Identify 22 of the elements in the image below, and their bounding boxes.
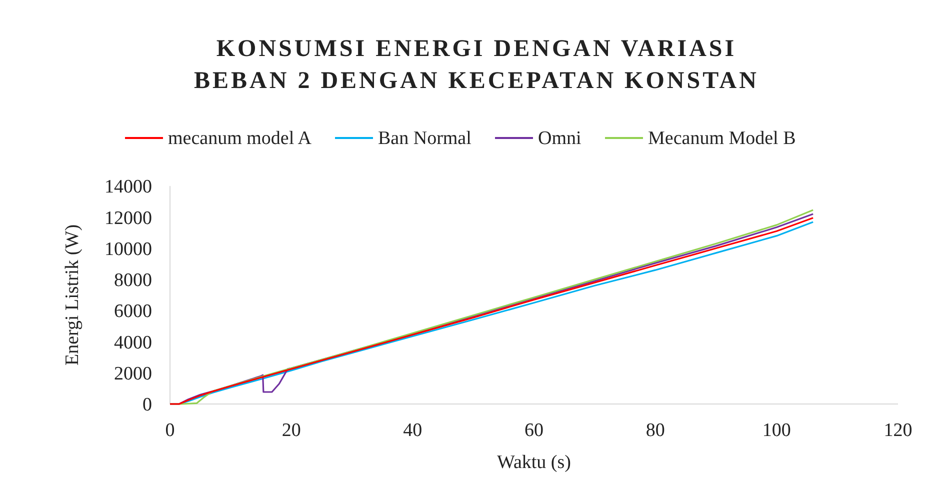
y-tick-label: 12000 <box>104 208 152 229</box>
x-tick-label: 60 <box>524 420 544 441</box>
legend-label: Mecanum Model B <box>648 128 796 149</box>
y-tick-label: 0 <box>142 394 152 416</box>
legend-label: mecanum model A <box>168 128 312 149</box>
y-tick-label: 6000 <box>114 301 152 322</box>
y-tick-label: 4000 <box>114 332 152 354</box>
chart-title: KONSUMSI ENERGI DENGAN VARIASI BEBAN 2 DENGAN KECEPATAN KONSTAN <box>194 36 759 94</box>
x-tick-label: 80 <box>646 420 665 441</box>
legend-label: Omni <box>538 128 582 149</box>
y-tick-label: 2000 <box>114 364 152 385</box>
x-tick-label: 100 <box>762 420 791 441</box>
x-axis-title: Waktu (s) <box>497 452 571 473</box>
y-axis-title: Energi Listrik (W) <box>62 224 83 366</box>
x-tick-label: 0 <box>165 420 175 441</box>
legend-label: Ban Normal <box>378 128 472 149</box>
x-tick-label: 20 <box>282 420 301 441</box>
x-tick-label: 40 <box>403 420 422 441</box>
x-tick-label: 120 <box>884 420 912 441</box>
y-tick-label: 14000 <box>104 176 152 198</box>
y-tick-label: 8000 <box>114 270 152 292</box>
y-tick-label: 10000 <box>104 238 152 260</box>
